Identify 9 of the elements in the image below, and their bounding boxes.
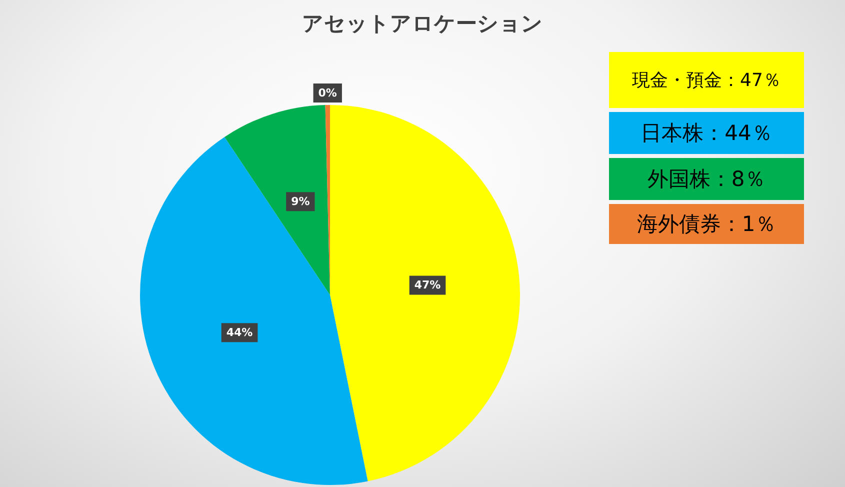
- data-label: 9%: [291, 195, 310, 208]
- note-box: 現金・預金：47％: [609, 52, 804, 108]
- chart-title: アセットアロケーション: [302, 12, 543, 36]
- data-label: 0%: [318, 86, 337, 100]
- data-label: 44%: [226, 326, 253, 340]
- note-box: 外国株：8％: [609, 158, 804, 200]
- data-label: 47%: [414, 278, 441, 292]
- note-box: 日本株：44％: [609, 112, 804, 154]
- note-box: 海外債券：1％: [609, 204, 804, 244]
